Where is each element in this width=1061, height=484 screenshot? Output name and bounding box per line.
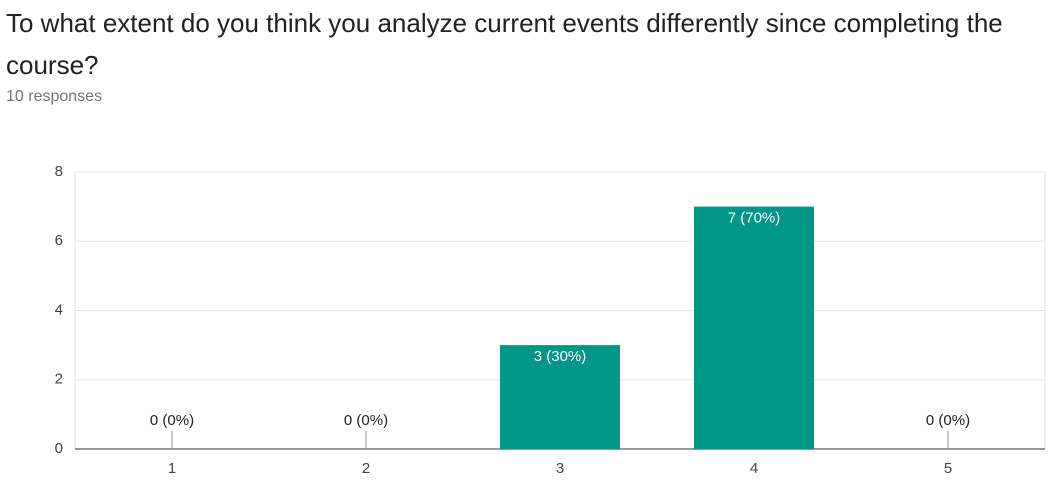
value-label: 3 (30%) [534,348,587,365]
x-tick-label: 4 [750,460,758,477]
bar [500,345,620,449]
y-tick-label: 6 [55,232,63,249]
x-tick-label: 1 [168,460,176,477]
y-tick-label: 0 [55,440,63,457]
value-label: 7 (70%) [728,210,781,227]
x-tick-label: 2 [362,460,370,477]
chart-title: To what extent do you think you analyze … [6,8,1003,80]
y-tick-label: 4 [55,301,63,318]
bar [694,206,814,449]
value-label: 0 (0%) [344,412,388,429]
y-tick-label: 2 [55,371,63,388]
chart-subtitle: 10 responses [6,88,103,105]
x-tick-label: 3 [556,460,564,477]
value-label: 0 (0%) [926,412,970,429]
x-tick-label: 5 [944,460,952,477]
value-label: 0 (0%) [150,412,194,429]
y-tick-label: 8 [55,163,63,180]
